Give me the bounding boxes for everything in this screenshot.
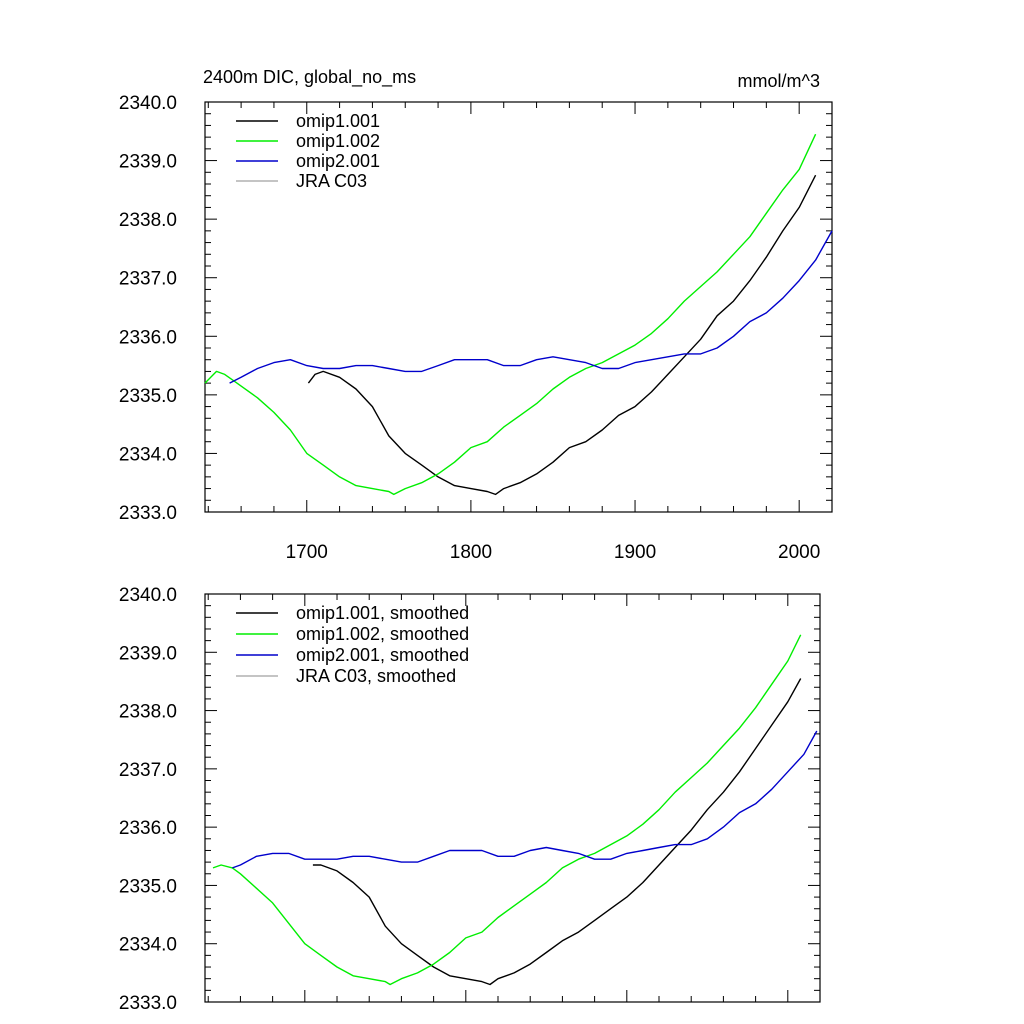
legend-label-2: omip2.001 [296, 151, 380, 171]
legend-label-1: omip1.002 [296, 131, 380, 151]
y-tick-label: 2333.0 [119, 993, 177, 1014]
y-tick-label: 2340.0 [119, 93, 177, 114]
y-tick-label: 2335.0 [119, 386, 177, 407]
y-tick-label: 2339.0 [119, 152, 177, 173]
y-tick-label: 2333.0 [119, 503, 177, 524]
legend-label-1: omip1.002, smoothed [296, 624, 469, 644]
chart-panel-bottom: 2333.0 2334.0 2335.0 2336.0 2337.0 2338.0 2339… [119, 585, 821, 1014]
y-tick-label: 2337.0 [119, 760, 177, 781]
y-tick-label: 2334.0 [119, 444, 177, 465]
legend-label-3: JRA C03 [296, 171, 367, 191]
chart-panel-top: 2400m DIC, global_no_ms mmol/m^3 2333.0 2… [119, 67, 833, 563]
y-tick-label: 2335.0 [119, 876, 177, 897]
x-tick-label: 2000 [778, 542, 820, 563]
series-line-0 [312, 678, 802, 986]
legend-label-3: JRA C03, smoothed [296, 666, 456, 686]
chart-title-left: 2400m DIC, global_no_ms [203, 67, 416, 88]
series-line-2 [232, 730, 818, 869]
series-line-1 [212, 634, 802, 986]
x-tick-label: 1700 [286, 542, 328, 563]
series-line-1 [204, 133, 817, 496]
legend-label-2: omip2.001, smoothed [296, 645, 469, 665]
plot-frame [204, 593, 821, 1003]
series-line-0 [307, 174, 817, 496]
plot-frame [204, 101, 833, 513]
y-tick-label: 2337.0 [119, 269, 177, 290]
y-tick-label: 2339.0 [119, 643, 177, 664]
x-tick-label: 1900 [614, 542, 656, 563]
y-tick-label: 2338.0 [119, 210, 177, 231]
series-line-2 [229, 230, 833, 384]
y-tick-label: 2334.0 [119, 935, 177, 956]
legend-label-0: omip1.001 [296, 111, 380, 131]
y-tick-label: 2338.0 [119, 702, 177, 723]
y-tick-label: 2336.0 [119, 327, 177, 348]
chart-units-label: mmol/m^3 [738, 71, 820, 91]
legend-label-0: omip1.001, smoothed [296, 603, 469, 623]
y-tick-label: 2340.0 [119, 585, 177, 606]
x-tick-label: 1800 [450, 542, 492, 563]
y-tick-label: 2336.0 [119, 818, 177, 839]
